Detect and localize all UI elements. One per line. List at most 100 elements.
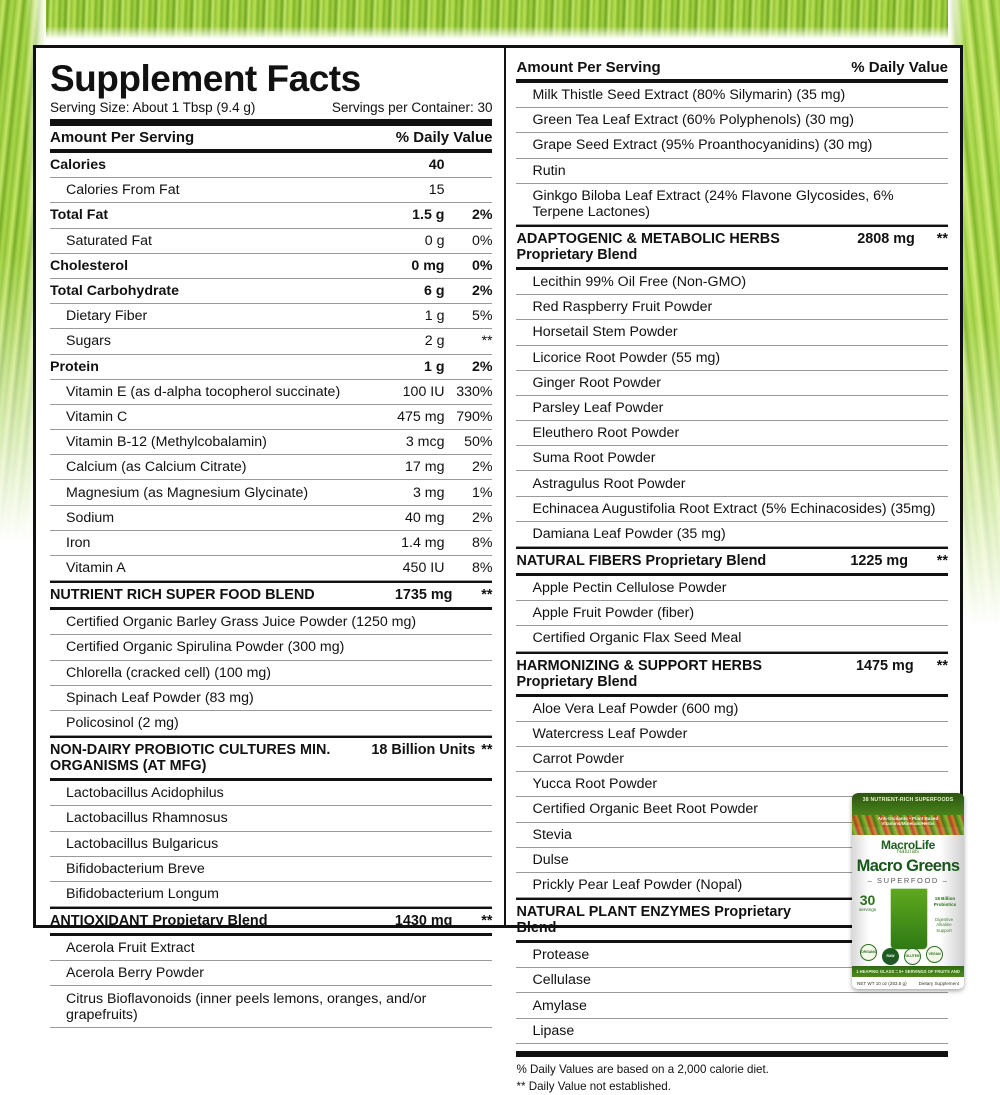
row-amount: 17 mg [405, 459, 445, 476]
ingredient-row: Amylase [516, 993, 948, 1019]
table-row: Dietary Fiber 1 g 5% [50, 304, 493, 330]
blend-title: NON-DAIRY PROBIOTIC CULTURES MIN. ORGANI… [50, 742, 331, 775]
row-daily-value: 2% [471, 283, 493, 300]
ingredient-row: Horsetail Stem Powder [516, 320, 948, 346]
ingredient-row: Yucca Root Powder [516, 772, 948, 798]
row-label: Sodium [66, 509, 115, 526]
row-amount: 0 mg [411, 257, 445, 274]
ingredient-label: Certified Organic Spirulina Powder (300 … [66, 639, 345, 656]
ingredient-label: Prickly Pear Leaf Powder (Nopal) [532, 876, 743, 893]
ingredient-label: Chlorella (cracked cell) (100 mg) [66, 664, 271, 681]
table-row: Calcium (as Calcium Citrate) 17 mg 2% [50, 455, 493, 481]
row-label: Cholesterol [50, 257, 129, 274]
blend-daily-value: ** [481, 742, 493, 759]
row-label: Vitamin B-12 (Methylcobalamin) [66, 434, 267, 451]
table-row: Vitamin C 475 mg 790% [50, 405, 493, 431]
row-amount: 2 g [424, 333, 445, 350]
blend-daily-value: ** [936, 657, 948, 674]
row-daily-value: 50% [464, 434, 493, 451]
antioxidant-continued-rows: Milk Thistle Seed Extract (80% Silymarin… [516, 83, 948, 225]
serving-size: Serving Size: About 1 Tbsp (9.4 g) [50, 100, 256, 115]
blend-title: HARMONIZING & SUPPORT HERBS Proprietary … [516, 657, 762, 690]
row-amount: 450 IU [402, 560, 445, 577]
table-row: Calories From Fat 15 [50, 178, 493, 204]
brand-superfood: – SUPERFOOD – [867, 876, 949, 885]
right-table-header: Amount Per Serving % Daily Value [516, 56, 948, 79]
row-label: Saturated Fat [66, 232, 152, 249]
ingredient-row: Aloe Vera Leaf Powder (600 mg) [516, 697, 948, 722]
product-canister-image: 38 NUTRIENT-RICH SUPERFOODS Anti-Oxidant… [852, 793, 964, 989]
ingredient-label: Lactobacillus Acidophilus [66, 785, 224, 802]
row-amount: 0 g [424, 232, 445, 249]
row-amount: 1 g [424, 308, 445, 325]
blend-title: ANTIOXIDANT Propietary Blend [50, 913, 268, 930]
ingredient-row: Lecithin 99% Oil Free (Non-GMO) [516, 270, 948, 296]
ingredient-label: Lactobacillus Bulgaricus [66, 835, 219, 852]
ingredient-row: Eleuthero Root Powder [516, 421, 948, 447]
ingredient-row: Citrus Bioflavonoids (inner peels lemons… [50, 986, 493, 1028]
ingredient-row: Ginger Root Powder [516, 371, 948, 396]
row-amount: 100 IU [402, 383, 445, 400]
row-label: Vitamin A [66, 560, 126, 577]
ingredient-row: Prickly Pear Leaf Powder (Nopal) [516, 873, 948, 899]
blend-header: ADAPTOGENIC & METABOLIC HERBS Proprietar… [516, 224, 948, 270]
ingredient-row: Policosinol (2 mg) [50, 711, 493, 737]
ingredient-label: Carrot Powder [532, 751, 624, 768]
brand-macro-greens: Macro Greens [856, 857, 960, 875]
table-row: Saturated Fat 0 g 0% [50, 229, 493, 254]
row-daily-value: 8% [471, 560, 493, 577]
blend-header: HARMONIZING & SUPPORT HERBS Proprietary … [516, 651, 948, 697]
ingredient-label: Policosinol (2 mg) [66, 715, 179, 732]
ingredient-label: Grape Seed Extract (95% Proanthocyanidin… [532, 137, 873, 154]
row-amount: 1.5 g [412, 207, 445, 224]
ingredient-label: Amylase [532, 997, 587, 1014]
blend-header: NUTRIENT RICH SUPER FOOD BLEND 1735 mg ** [50, 581, 493, 611]
green-drink-glass-icon [890, 888, 928, 950]
ingredient-row: Echinacea Augustifolia Root Extract (5% … [516, 497, 948, 522]
ingredient-row: Rutin [516, 159, 948, 184]
brand-macrolife: MacroLife [881, 838, 935, 852]
ingredient-label: Parsley Leaf Powder [532, 399, 664, 416]
row-daily-value: ** [481, 333, 493, 350]
ingredient-label: Green Tea Leaf Extract (60% Polyphenols)… [532, 112, 854, 129]
ingredient-label: Certified Organic Beet Root Powder [532, 801, 759, 818]
blend-header: ANTIOXIDANT Propietary Blend 1430 mg ** [50, 907, 493, 937]
ingredient-label: Bifidobacterium Longum [66, 885, 219, 902]
right-amount-per-serving-header: Amount Per Serving [516, 59, 661, 76]
vegan-seal-icon: VEGAN [926, 946, 943, 963]
ingredient-label: Certified Organic Barley Grass Juice Pow… [66, 614, 417, 631]
net-weight: NET WT 10 oz (283.5 g) [857, 980, 907, 986]
ingredient-label: Spinach Leaf Powder (83 mg) [66, 689, 254, 706]
row-amount: 475 mg [397, 408, 445, 425]
ingredient-label: Aloe Vera Leaf Powder (600 mg) [532, 700, 739, 717]
row-label: Dietary Fiber [66, 308, 148, 325]
ingredient-row: Acerola Berry Powder [50, 961, 493, 987]
blend-amount: 1430 mg [394, 913, 453, 930]
ingredient-label: Bifidobacterium Breve [66, 860, 205, 877]
row-label: Vitamin C [66, 408, 128, 425]
ingredient-row: Cellulase [516, 968, 948, 994]
ingredient-label: Echinacea Augustifolia Root Extract (5% … [532, 500, 936, 517]
row-daily-value: 0% [471, 257, 493, 274]
canister-net-weight-row: NET WT 10 oz (283.5 g) Dietary Supplemen… [852, 977, 964, 989]
ingredient-row: Parsley Leaf Powder [516, 396, 948, 422]
table-row: Total Fat 1.5 g 2% [50, 203, 493, 229]
row-daily-value: 790% [456, 408, 493, 425]
supplement-facts-panel: Supplement Facts Serving Size: About 1 T… [33, 45, 963, 1093]
ingredient-row: Acerola Fruit Extract [50, 936, 493, 962]
grass-border-top [0, 0, 1000, 40]
table-row: Sugars 2 g ** [50, 329, 493, 355]
ingredient-row: Bifidobacterium Breve [50, 857, 493, 882]
row-amount: 1.4 mg [401, 534, 445, 551]
serving-info-row: Serving Size: About 1 Tbsp (9.4 g) Servi… [50, 99, 492, 118]
canister-bottom-band: 1 HEAPING GLASS = 5+ SERVINGS OF FRUITS … [852, 966, 964, 985]
servings-count: 30 [859, 892, 876, 908]
blend-title: NATURAL FIBERS Proprietary Blend [516, 553, 767, 569]
ingredient-label: Cellulase [532, 972, 591, 989]
ingredient-label: Eleuthero Root Powder [532, 425, 680, 442]
row-amount: 3 mg [412, 484, 445, 501]
blend-title: NUTRIENT RICH SUPER FOOD BLEND [50, 587, 315, 604]
ingredient-row: Watercress Leaf Powder [516, 722, 948, 747]
ingredient-label: Lecithin 99% Oil Free (Non-GMO) [532, 274, 747, 291]
ingredient-label: Lactobacillus Rhamnosus [66, 810, 228, 827]
